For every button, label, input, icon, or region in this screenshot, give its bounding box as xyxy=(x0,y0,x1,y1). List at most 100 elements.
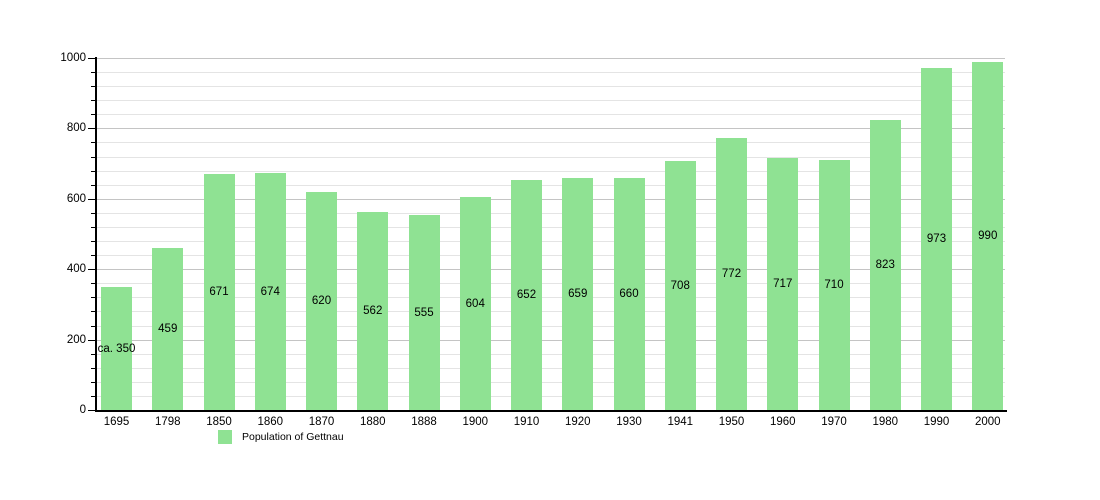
minor-gridline xyxy=(95,184,1005,186)
y-tick xyxy=(91,353,95,355)
major-gridline xyxy=(95,269,1005,271)
y-tick xyxy=(91,395,95,397)
x-tick-label: 1888 xyxy=(411,416,437,428)
bar-value-label: 990 xyxy=(978,230,998,242)
bar-value-label: 671 xyxy=(209,286,229,298)
minor-gridline xyxy=(95,72,1005,74)
y-tick xyxy=(88,58,95,59)
legend: Population of Gettnau xyxy=(218,430,344,444)
bar-value-label: 710 xyxy=(824,279,844,291)
bar-1870: 620 xyxy=(306,192,337,410)
y-tick xyxy=(91,255,95,257)
bar-value-label: 555 xyxy=(414,306,434,319)
y-tick xyxy=(91,100,95,102)
bar-1920: 659 xyxy=(562,178,594,410)
minor-gridline xyxy=(95,241,1005,243)
y-tick xyxy=(88,269,95,271)
minor-gridline xyxy=(95,170,1005,172)
major-gridline xyxy=(95,339,1005,341)
major-gridline xyxy=(95,198,1005,200)
x-tick-label: 1798 xyxy=(154,416,181,428)
plot-area: ca. 350 459 671 674 620 562 555 604 652 659 660 708… xyxy=(95,58,1005,410)
x-tick-label: 1970 xyxy=(821,416,847,428)
y-tick xyxy=(91,226,95,228)
bar-value-label: 652 xyxy=(516,289,537,301)
x-tick-label: 1950 xyxy=(718,416,745,428)
x-tick-label: 1900 xyxy=(462,416,489,428)
y-tick xyxy=(88,339,95,341)
x-tick-label: 1880 xyxy=(359,416,386,428)
y-axis xyxy=(95,57,97,411)
x-tick-label: 1860 xyxy=(257,416,284,428)
minor-gridline xyxy=(95,297,1005,299)
x-tick-label: 1930 xyxy=(616,416,642,428)
bar-value-label: 604 xyxy=(465,297,485,310)
bar-value-label: 674 xyxy=(260,285,280,298)
y-tick xyxy=(91,311,95,313)
minor-gridline xyxy=(95,255,1005,257)
y-tick xyxy=(91,142,95,144)
bar-value-label: 660 xyxy=(619,288,639,300)
bar-value-label: ca. 350 xyxy=(97,342,136,355)
bar-1860: 674 xyxy=(254,173,286,410)
minor-gridline xyxy=(95,114,1005,116)
y-tick xyxy=(91,156,95,158)
minor-gridline xyxy=(95,142,1005,144)
bar-1880: 562 xyxy=(357,212,389,410)
y-tick xyxy=(91,114,95,116)
bar-value-label: 659 xyxy=(568,288,588,300)
y-tick-label: 200 xyxy=(66,333,86,346)
y-tick-label: 600 xyxy=(66,192,86,205)
bar-value-label: 717 xyxy=(773,278,793,290)
bar-1850: 671 xyxy=(203,174,235,410)
minor-gridline xyxy=(95,283,1005,285)
x-tick-label: 1980 xyxy=(872,416,899,428)
minor-gridline xyxy=(95,311,1005,313)
y-tick-label: 400 xyxy=(66,263,86,276)
y-tick xyxy=(91,170,95,172)
minor-gridline xyxy=(95,156,1005,158)
y-tick-label: 1000 xyxy=(60,52,86,64)
y-tick xyxy=(91,297,95,299)
y-tick xyxy=(91,72,95,74)
bar-value-label: 823 xyxy=(875,259,895,271)
minor-gridline xyxy=(95,100,1005,102)
y-tick xyxy=(91,325,95,327)
bar-value-label: 708 xyxy=(670,279,690,292)
y-tick xyxy=(91,381,95,383)
x-tick-label: 1960 xyxy=(769,416,796,428)
bar-1910: 652 xyxy=(511,180,542,410)
x-tick-label: 1910 xyxy=(513,416,540,428)
x-tick-label: 1850 xyxy=(206,416,232,428)
x-tick-label: 1920 xyxy=(564,416,591,428)
minor-gridline xyxy=(95,367,1005,369)
bar-1900: 604 xyxy=(459,197,491,410)
y-tick-label: 0 xyxy=(79,404,86,416)
y-tick xyxy=(91,86,95,88)
bar-value-label: 620 xyxy=(311,295,332,307)
bar-1941: 708 xyxy=(664,161,696,410)
minor-gridline xyxy=(95,212,1005,214)
bar-1970: 710 xyxy=(818,160,850,410)
legend-swatch xyxy=(218,430,232,444)
bar-value-label: 459 xyxy=(158,323,178,335)
y-tick-label: 800 xyxy=(66,122,86,135)
bar-value-label: 562 xyxy=(363,305,383,317)
bar-1990: 973 xyxy=(921,68,952,410)
bar-1930: 660 xyxy=(613,178,645,410)
bar-1888: 555 xyxy=(408,215,440,410)
x-tick-label: 1695 xyxy=(103,416,130,428)
minor-gridline xyxy=(95,86,1005,88)
bar-1798: 459 xyxy=(152,248,184,410)
x-tick-label: 1990 xyxy=(923,416,950,428)
x-tick-label: 1870 xyxy=(308,416,335,428)
x-axis xyxy=(95,410,1007,412)
y-tick xyxy=(91,184,95,186)
y-tick xyxy=(91,212,95,214)
legend-label: Population of Gettnau xyxy=(242,431,344,443)
bar-value-label: 772 xyxy=(721,268,742,280)
y-tick xyxy=(91,241,95,243)
bar-1980: 823 xyxy=(869,120,901,410)
bar-1695: ca. 350 xyxy=(98,287,135,410)
